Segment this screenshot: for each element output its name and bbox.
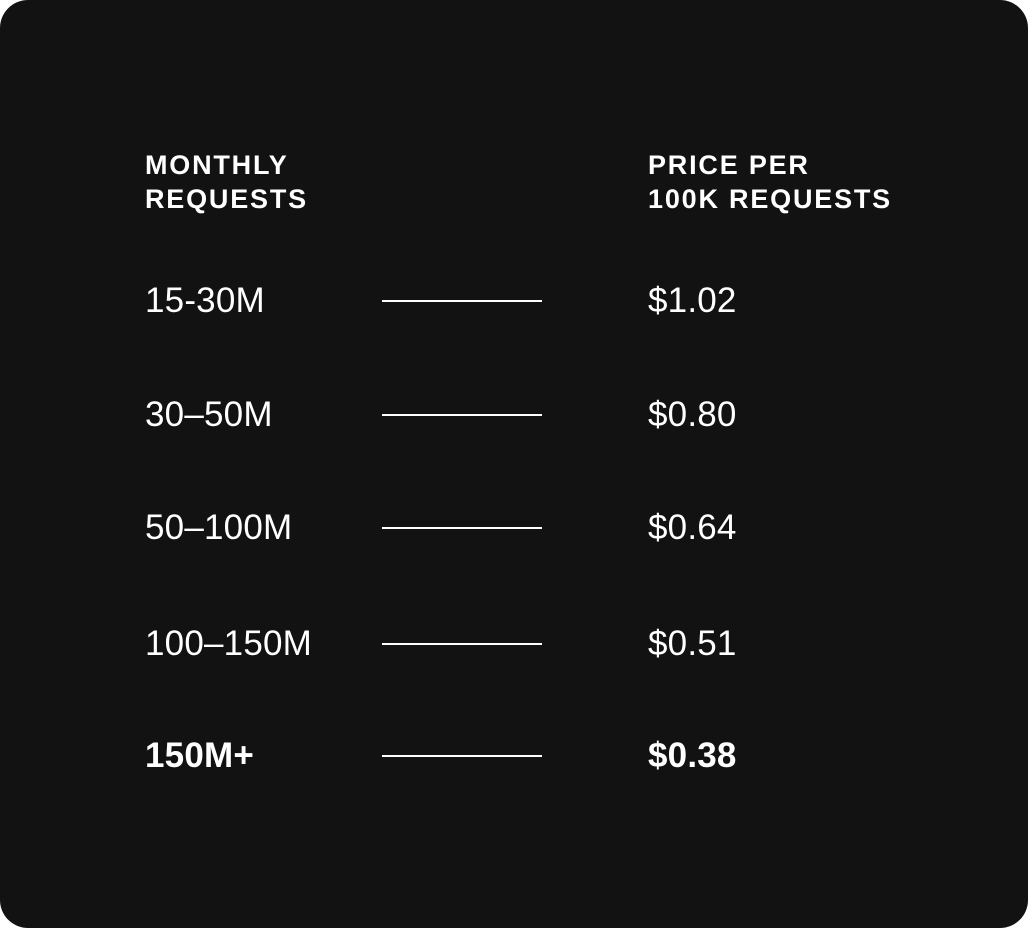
tier-row: 15-30M $1.02 (0, 276, 1028, 326)
tier-row: 100–150M $0.51 (0, 619, 1028, 669)
tier-price: $0.64 (648, 508, 737, 547)
tier-row: 30–50M $0.80 (0, 390, 1028, 440)
tier-row-highlighted: 150M+ $0.38 (0, 731, 1028, 781)
tier-range: 15-30M (145, 281, 265, 320)
tier-price: $0.80 (648, 395, 737, 434)
header-line: REQUESTS (145, 184, 308, 214)
tier-price: $1.02 (648, 281, 737, 320)
tier-divider-line (382, 527, 542, 529)
tier-price: $0.38 (648, 736, 737, 775)
tier-divider-line (382, 755, 542, 757)
tier-range: 150M+ (145, 736, 254, 775)
tier-range: 50–100M (145, 508, 293, 547)
header-line: 100K REQUESTS (648, 184, 892, 214)
tier-price: $0.51 (648, 624, 737, 663)
price-per-100k-header: PRICE PER 100K REQUESTS (648, 148, 892, 216)
header-line: PRICE PER (648, 150, 810, 180)
header-line: MONTHLY (145, 150, 289, 180)
tier-row: 50–100M $0.64 (0, 503, 1028, 553)
tier-divider-line (382, 414, 542, 416)
monthly-requests-header: MONTHLY REQUESTS (145, 148, 308, 216)
tier-range: 30–50M (145, 395, 273, 434)
tier-range: 100–150M (145, 624, 313, 663)
tier-divider-line (382, 643, 542, 645)
tier-divider-line (382, 300, 542, 302)
